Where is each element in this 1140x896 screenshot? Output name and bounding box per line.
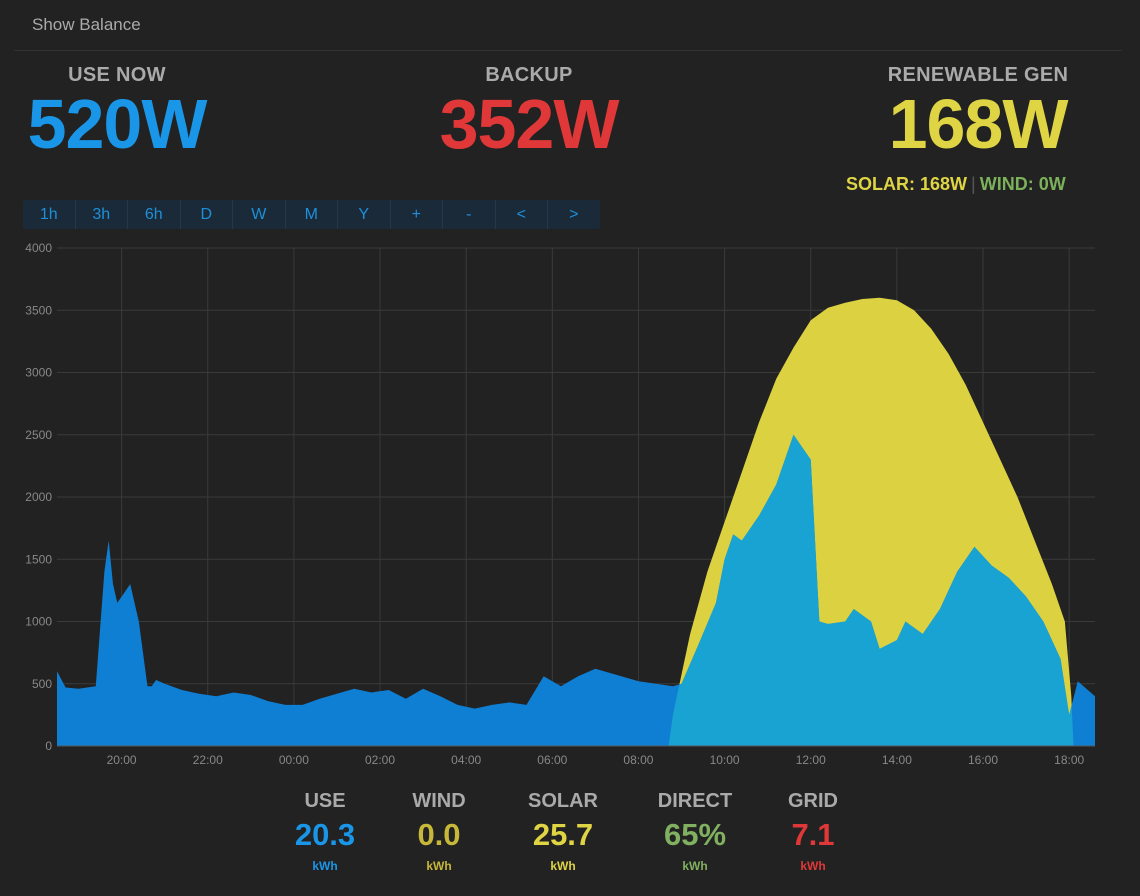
range-button-next[interactable]: > [569, 206, 579, 223]
x-tick-label: 20:00 [107, 753, 137, 767]
top-bar: Show Balance [14, 0, 1122, 51]
use-now-label: USE NOW [68, 64, 166, 86]
daily-totals: USE 20.3 kWh WIND 0.0 kWh SOLAR 25.7 kWh DIRECT 65… [280, 790, 880, 890]
total-use: USE 20.3 kWh [270, 790, 380, 873]
x-tick-label: 04:00 [451, 753, 481, 767]
total-value: 20.3 [294, 817, 356, 852]
x-tick-label: 06:00 [537, 753, 567, 767]
power-chart: 0 500 1000 1500 2000 2500 3000 3500 4000 20:00 22:… [25, 241, 1095, 767]
renewable-gen-stat: RENEWABLE GEN 168W [860, 64, 1096, 159]
time-range-toolbar: 1h 3h 6h D W M Y + - < > [23, 200, 600, 229]
total-label: SOLAR [528, 790, 598, 812]
direct-use-area [668, 434, 1074, 746]
renewable-gen-value: 168W [888, 85, 1069, 163]
y-tick-label: 4000 [25, 241, 52, 255]
separator: | [971, 174, 976, 194]
range-button-zoom-out[interactable]: - [443, 200, 496, 229]
x-tick-label: 02:00 [365, 753, 395, 767]
renewable-gen-label: RENEWABLE GEN [887, 64, 1069, 86]
x-tick-label: 10:00 [710, 753, 740, 767]
x-tick-label: 00:00 [279, 753, 309, 767]
total-wind: WIND 0.0 kWh [384, 790, 494, 873]
total-unit: kWh [550, 859, 576, 873]
range-button-month[interactable]: M [286, 200, 338, 229]
y-tick-label: 1500 [25, 552, 52, 566]
range-button-week[interactable]: W [233, 200, 286, 229]
total-grid: GRID 7.1 kWh [758, 790, 868, 873]
total-label: WIND [412, 790, 466, 812]
x-tick-label: 14:00 [882, 753, 912, 767]
renewable-breakdown: SOLAR: 168W | WIND: 0W [846, 174, 1116, 195]
wind-now-text: WIND: 0W [979, 174, 1066, 194]
total-unit: kWh [312, 859, 338, 873]
use-now-value: 520W [27, 85, 208, 163]
y-tick-label: 2500 [25, 428, 52, 442]
y-tick-label: 2000 [25, 490, 52, 504]
use-now-stat: USE NOW 520W [22, 64, 212, 159]
total-label: GRID [788, 790, 838, 812]
x-tick-label: 12:00 [796, 753, 826, 767]
total-value: 7.1 [791, 817, 835, 852]
backup-value: 352W [439, 85, 620, 163]
total-value: 0.0 [417, 817, 461, 852]
range-button-3h[interactable]: 3h [76, 200, 128, 229]
total-solar: SOLAR 25.7 kWh [508, 790, 618, 873]
total-unit: kWh [682, 859, 708, 873]
range-button-year[interactable]: Y [338, 200, 391, 229]
total-label: DIRECT [657, 790, 733, 812]
total-value: 25.7 [532, 817, 594, 852]
backup-label: BACKUP [485, 64, 573, 86]
x-tick-label: 16:00 [968, 753, 998, 767]
total-label: USE [304, 790, 346, 812]
total-unit: kWh [426, 859, 452, 873]
range-button-prev[interactable]: < [496, 200, 548, 229]
total-unit: kWh [800, 859, 826, 873]
x-tick-label: 08:00 [623, 753, 653, 767]
range-button-day[interactable]: D [181, 200, 233, 229]
total-direct: DIRECT 65% kWh [640, 790, 750, 873]
x-tick-label: 18:00 [1054, 753, 1084, 767]
total-value: 65% [663, 817, 727, 852]
y-tick-label: 1000 [25, 615, 52, 629]
y-tick-label: 3500 [25, 303, 52, 317]
solar-now-text: SOLAR: 168W [846, 174, 968, 194]
range-button-6h[interactable]: 6h [128, 200, 181, 229]
backup-stat: BACKUP 352W [432, 64, 626, 159]
y-tick-label: 3000 [25, 366, 52, 380]
y-tick-label: 500 [32, 677, 52, 691]
range-button-1h[interactable]: 1h [23, 200, 76, 229]
range-button-zoom-in[interactable]: + [391, 200, 443, 229]
y-tick-label: 0 [45, 739, 52, 753]
x-tick-label: 22:00 [193, 753, 223, 767]
show-balance-link[interactable]: Show Balance [32, 15, 141, 34]
